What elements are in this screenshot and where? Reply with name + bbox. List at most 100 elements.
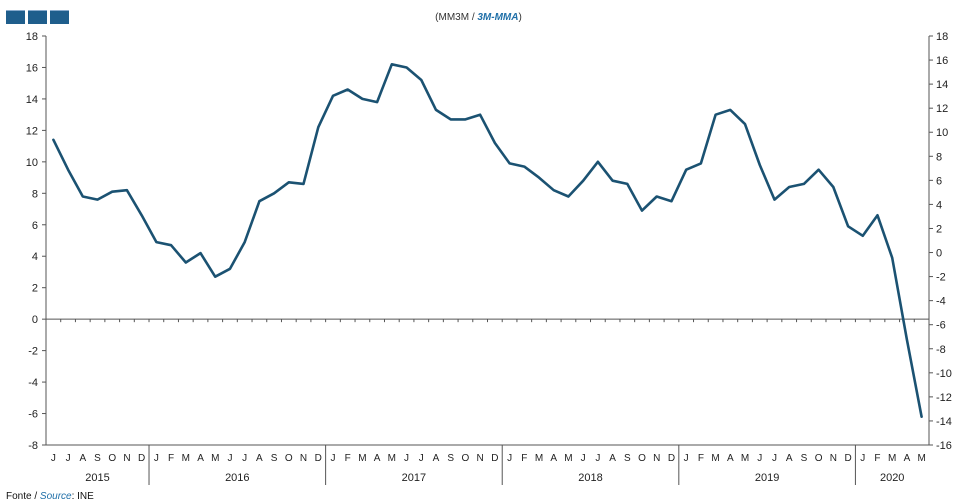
- x-month-label: A: [904, 453, 911, 464]
- y-right-tick-label: -16: [936, 440, 952, 452]
- legend-box-icon: [28, 10, 47, 24]
- y-left-tick-label: 6: [32, 220, 38, 232]
- y-right-tick-label: -14: [936, 416, 952, 428]
- x-month-label: M: [535, 453, 543, 464]
- x-month-label: A: [197, 453, 204, 464]
- x-month-label: O: [108, 453, 116, 464]
- y-left-tick-label: 18: [26, 31, 38, 43]
- y-left-tick-label: 0: [32, 314, 38, 326]
- x-month-label: J: [507, 453, 512, 464]
- chart-title: (MM3M / 3M-MMA): [0, 12, 957, 23]
- x-month-label: J: [757, 453, 762, 464]
- x-month-label: M: [358, 453, 366, 464]
- year-label: 2019: [755, 472, 779, 484]
- x-month-label: J: [227, 453, 232, 464]
- chart-title-en: 3M-MMA: [477, 12, 519, 23]
- x-month-label: J: [242, 453, 247, 464]
- x-month-label: A: [433, 453, 440, 464]
- x-month-label: M: [917, 453, 925, 464]
- legend-box-icon: [50, 10, 69, 24]
- x-month-label: S: [271, 453, 278, 464]
- year-label: 2017: [402, 472, 426, 484]
- x-month-label: O: [285, 453, 293, 464]
- series-line: [52, 63, 923, 419]
- source-value: INE: [77, 491, 94, 502]
- y-left-tick-label: 8: [32, 188, 38, 200]
- x-month-label: N: [653, 453, 660, 464]
- y-right-tick-label: -8: [936, 344, 946, 356]
- line-chart: -8 -6 -4 -2 0 2 4 6 8 10 12 14 16 18 -16 -14 -12 -10 -8 -6 -…: [26, 31, 952, 485]
- x-month-label: J: [404, 453, 409, 464]
- y-left-tick-label: 16: [26, 62, 38, 74]
- x-month-label: N: [477, 453, 484, 464]
- x-month-label: A: [727, 453, 734, 464]
- x-month-label: A: [374, 453, 381, 464]
- y-right-tick-label: 10: [936, 127, 948, 139]
- x-month-label: O: [638, 453, 646, 464]
- y-left-tick-label: 4: [32, 251, 38, 263]
- x-month-label: A: [786, 453, 793, 464]
- year-label: 2018: [578, 472, 602, 484]
- y-right-tick-label: -4: [936, 296, 946, 308]
- x-month-label: F: [874, 453, 880, 464]
- x-month-label: F: [168, 453, 174, 464]
- source-label-en: Source: [39, 491, 72, 502]
- x-month-label: A: [256, 453, 263, 464]
- x-month-label: F: [521, 453, 527, 464]
- y-right-tick-label: 4: [936, 199, 942, 211]
- year-label: 2015: [85, 472, 109, 484]
- x-month-label: S: [94, 453, 101, 464]
- y-right-tick-label: 0: [936, 248, 942, 260]
- x-month-label: D: [491, 453, 498, 464]
- x-month-label: J: [860, 453, 865, 464]
- x-month-label: O: [815, 453, 823, 464]
- x-month-label: J: [772, 453, 777, 464]
- y-right-tick-label: 8: [936, 151, 942, 163]
- y-right-tick-label: -6: [936, 320, 946, 332]
- x-month-label: J: [330, 453, 335, 464]
- x-month-label: M: [182, 453, 190, 464]
- x-month-label: J: [66, 453, 71, 464]
- x-month-label: A: [79, 453, 86, 464]
- x-month-label: M: [888, 453, 896, 464]
- y-right-tick-label: 14: [936, 79, 948, 91]
- y-left-tick-label: -2: [28, 346, 38, 358]
- y-right-tick-label: 16: [936, 55, 948, 67]
- y-left-tick-label: 2: [32, 283, 38, 295]
- y-right-tick-label: -2: [936, 272, 946, 284]
- source-sep: :: [71, 491, 78, 502]
- x-month-label: D: [668, 453, 675, 464]
- x-month-label: S: [801, 453, 808, 464]
- x-month-label: O: [462, 453, 470, 464]
- y-left-tick-label: -8: [28, 440, 38, 452]
- y-right-tick-label: 18: [936, 31, 948, 43]
- x-month-label: F: [698, 453, 704, 464]
- x-month-label: J: [419, 453, 424, 464]
- x-month-label: M: [211, 453, 219, 464]
- x-month-label: M: [741, 453, 749, 464]
- x-month-label: D: [844, 453, 851, 464]
- y-left-tick-label: 12: [26, 125, 38, 137]
- x-month-label: N: [300, 453, 307, 464]
- x-month-label: A: [550, 453, 557, 464]
- x-month-label: J: [684, 453, 689, 464]
- x-month-label: S: [447, 453, 454, 464]
- legend-box-icon: [6, 10, 25, 24]
- y-right-tick-label: -12: [936, 392, 952, 404]
- y-right-tick-label: 2: [936, 223, 942, 235]
- x-month-label: D: [315, 453, 322, 464]
- x-month-label: M: [564, 453, 572, 464]
- y-right-tick-label: 6: [936, 175, 942, 187]
- x-month-label: J: [154, 453, 159, 464]
- x-month-label: M: [388, 453, 396, 464]
- x-month-label: N: [830, 453, 837, 464]
- chart-title-pt: (MM3M /: [435, 12, 478, 23]
- x-month-label: J: [581, 453, 586, 464]
- y-left-tick-label: -6: [28, 409, 38, 421]
- x-month-label: F: [345, 453, 351, 464]
- x-month-label: N: [123, 453, 130, 464]
- x-month-label: A: [609, 453, 616, 464]
- y-right-tick-label: 12: [936, 103, 948, 115]
- y-left-tick-label: 14: [26, 94, 38, 106]
